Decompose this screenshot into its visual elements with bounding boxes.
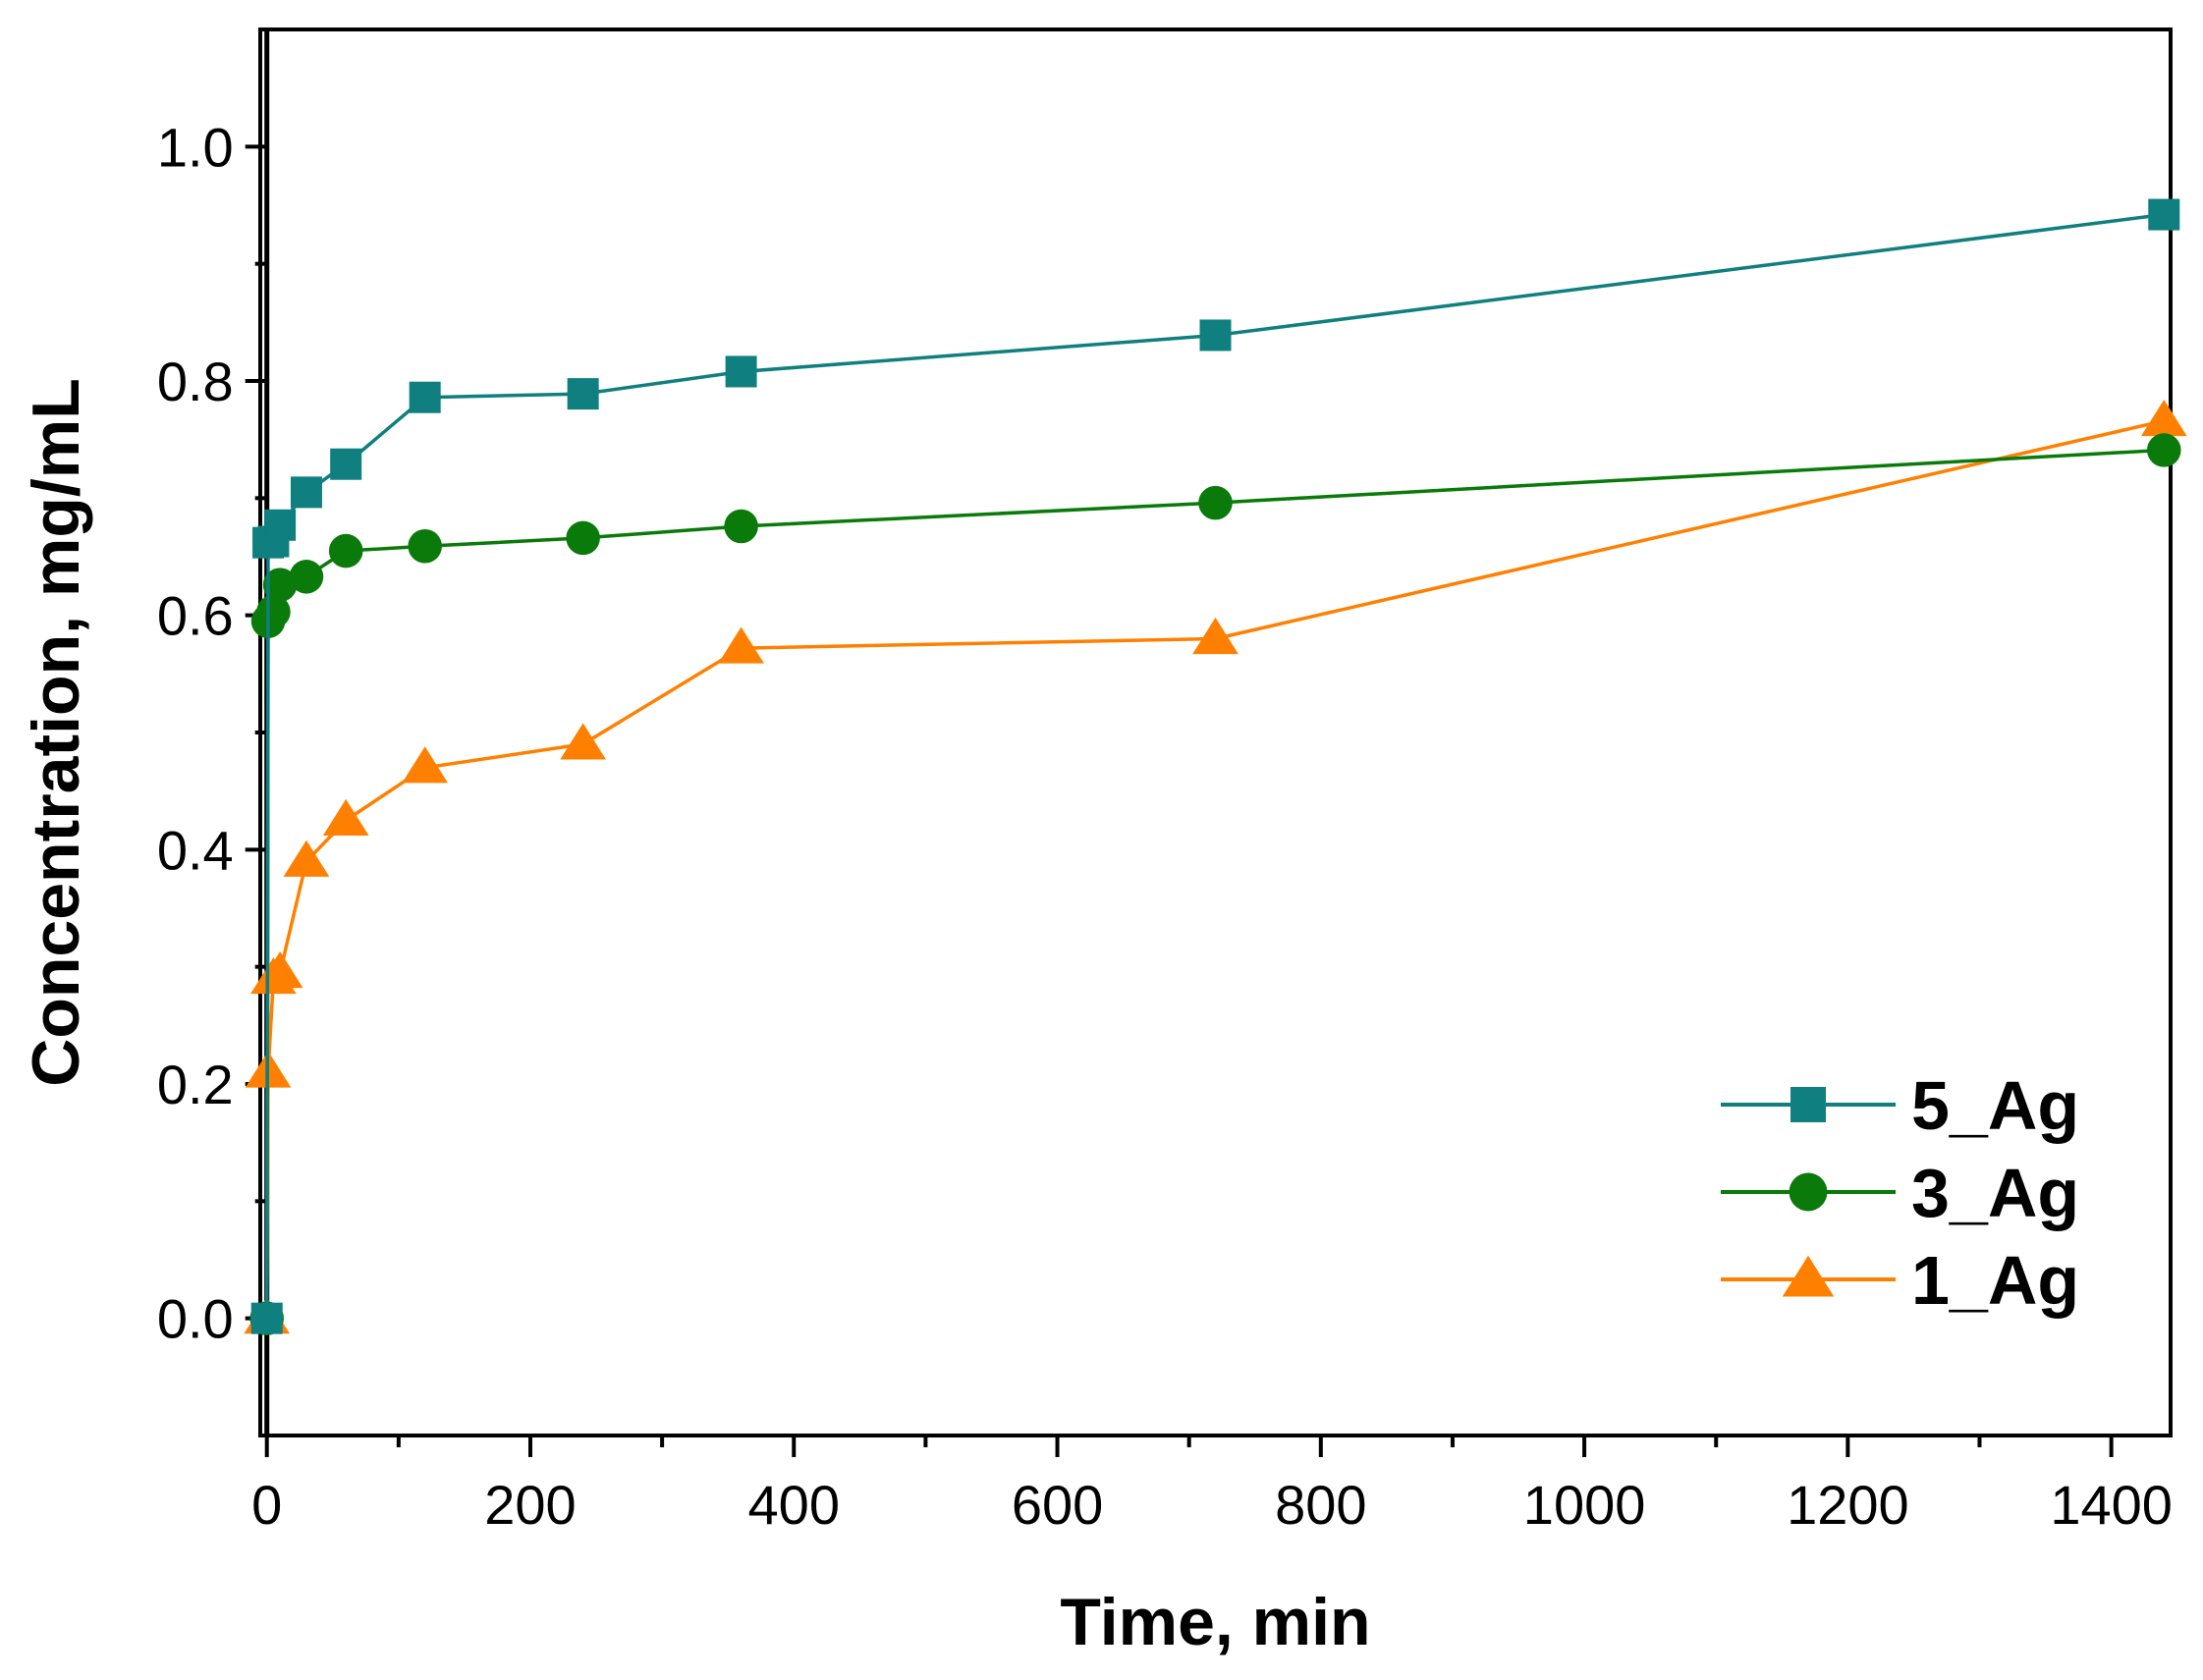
legend-marker xyxy=(1790,1087,1826,1122)
legend-label: 1_Ag xyxy=(1911,1242,2079,1319)
x-tick-label: 1400 xyxy=(2050,1474,2173,1536)
data-point-3-ag xyxy=(1198,485,1233,520)
data-point-1-ag xyxy=(256,951,303,989)
data-point-1-ag xyxy=(718,626,764,664)
legend-item-5-ag: 5_Ag xyxy=(1721,1067,2079,1144)
series-3-ag xyxy=(249,433,2181,1335)
data-point-5-ag xyxy=(250,1302,283,1334)
data-point-5-ag xyxy=(2148,198,2180,231)
data-point-5-ag xyxy=(290,476,322,509)
legend-label: 3_Ag xyxy=(1911,1155,2079,1231)
x-tick-label: 0 xyxy=(251,1474,282,1536)
axes: 0 200 400 600 800 1000 1200 1400 0.0 0.2 0.4 0.6 0.8… xyxy=(157,27,2173,1536)
y-tick-label: 0.6 xyxy=(157,585,234,647)
y-tick-label: 0.2 xyxy=(157,1054,234,1115)
y-tick-label: 1.0 xyxy=(157,116,234,178)
data-point-1-ag xyxy=(402,746,449,784)
x-tick-label: 800 xyxy=(1275,1474,1366,1536)
data-point-5-ag xyxy=(725,355,757,388)
data-point-5-ag xyxy=(264,509,297,541)
data-point-5-ag xyxy=(1199,319,1232,352)
plot-series xyxy=(244,198,2187,1335)
data-point-3-ag xyxy=(408,528,442,564)
y-tick-label: 0.4 xyxy=(157,819,234,881)
data-point-3-ag xyxy=(262,568,298,602)
legend-item-3-ag: 3_Ag xyxy=(1721,1155,2079,1231)
data-point-1-ag xyxy=(283,840,330,877)
data-point-3-ag xyxy=(566,520,600,556)
plot-frame xyxy=(258,27,2173,1437)
data-point-1-ag xyxy=(322,798,369,837)
series-line-5-ag xyxy=(264,212,2165,1319)
data-point-3-ag xyxy=(256,594,291,629)
x-axis-title: Time, min xyxy=(1060,1585,1370,1659)
data-point-3-ag xyxy=(724,509,758,544)
y-tick-label: 0.0 xyxy=(157,1288,234,1350)
series-line-1-ag xyxy=(264,418,2165,1319)
data-point-5-ag xyxy=(409,381,441,413)
data-point-3-ag xyxy=(2147,433,2181,467)
legend: 5_Ag 3_Ag 1_Ag xyxy=(1721,1067,2079,1319)
data-point-3-ag xyxy=(289,560,324,594)
legend-label: 5_Ag xyxy=(1911,1067,2079,1144)
data-point-5-ag xyxy=(567,378,599,410)
data-point-1-ag xyxy=(1192,617,1239,655)
legend-marker xyxy=(1789,1172,1828,1212)
x-tick-label: 1000 xyxy=(1523,1474,1646,1536)
series-line-3-ag xyxy=(264,448,2165,1319)
x-tick-label: 600 xyxy=(1012,1474,1103,1536)
legend-marker xyxy=(1782,1255,1835,1297)
data-point-1-ag xyxy=(2140,399,2187,437)
data-point-1-ag xyxy=(560,723,606,760)
x-tick-label: 200 xyxy=(484,1474,576,1536)
series-5-ag xyxy=(250,198,2180,1334)
y-axis-title: Concentration, mg/mL xyxy=(19,378,93,1087)
legend-item-1-ag: 1_Ag xyxy=(1721,1242,2079,1319)
data-point-5-ag xyxy=(330,448,362,480)
x-tick-label: 1200 xyxy=(1787,1474,1909,1536)
x-tick-label: 400 xyxy=(748,1474,840,1536)
data-point-3-ag xyxy=(328,533,363,569)
y-tick-label: 0.8 xyxy=(157,351,234,412)
